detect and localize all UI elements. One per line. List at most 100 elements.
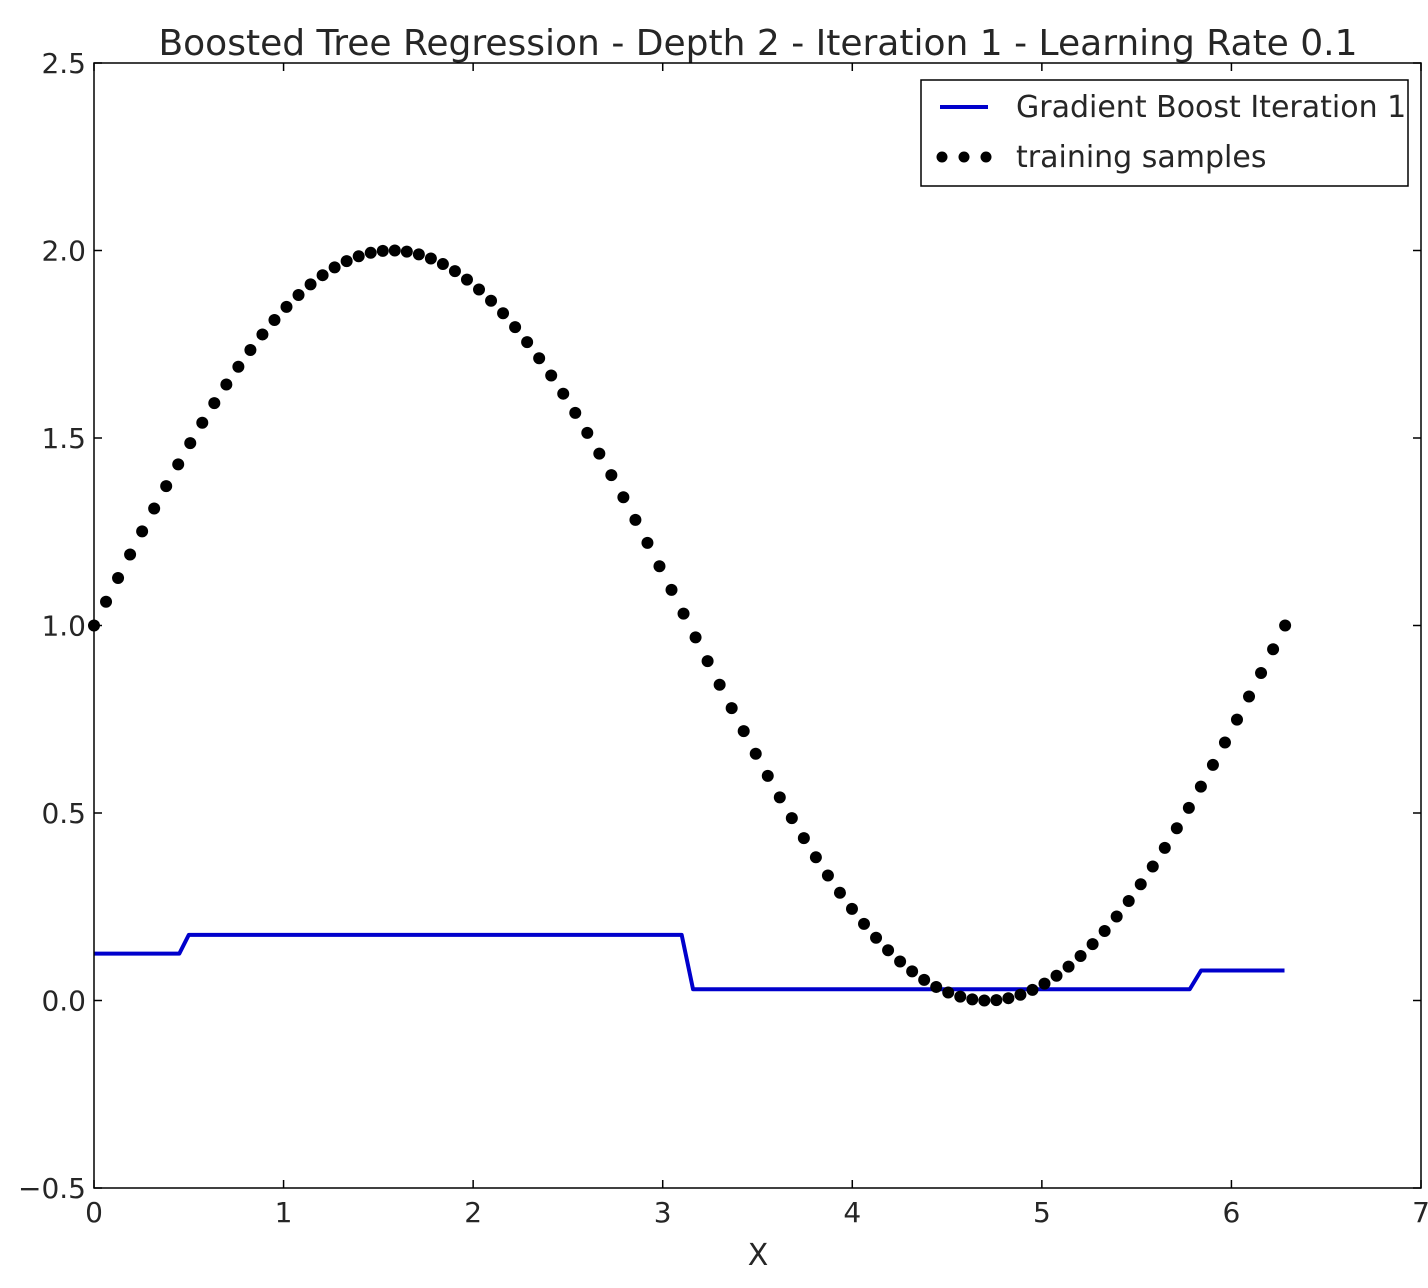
training-sample-point bbox=[1026, 983, 1039, 996]
training-sample-point bbox=[990, 994, 1003, 1007]
training-sample-point bbox=[581, 426, 594, 439]
training-sample-point bbox=[689, 631, 702, 644]
training-sample-point bbox=[436, 258, 449, 271]
axis-layer: 0 1 2 3 4 5 6 7 −0.5 0.0 0.5 1.0 1.5 2.0 2.5 bbox=[18, 47, 1428, 1229]
training-sample-point bbox=[328, 261, 341, 274]
training-sample-point bbox=[304, 278, 317, 291]
x-tick-label: 5 bbox=[1033, 1196, 1051, 1229]
plot-layer bbox=[88, 244, 1292, 1007]
training-sample-point bbox=[737, 725, 750, 738]
y-tick-label: −0.5 bbox=[18, 1172, 86, 1205]
x-tick-label: 1 bbox=[275, 1196, 293, 1229]
training-sample-point bbox=[894, 955, 907, 968]
x-tick-label: 4 bbox=[843, 1196, 861, 1229]
training-sample-point bbox=[617, 491, 630, 504]
training-sample-point bbox=[1098, 924, 1111, 937]
training-sample-point bbox=[292, 288, 305, 301]
training-sample-point bbox=[485, 294, 498, 307]
training-sample-point bbox=[1146, 860, 1159, 873]
training-sample-point bbox=[1218, 736, 1231, 749]
training-sample-point bbox=[954, 990, 967, 1003]
training-sample-point bbox=[821, 869, 834, 882]
training-sample-point bbox=[1110, 910, 1123, 923]
training-sample-point bbox=[352, 250, 365, 263]
training-sample-point bbox=[761, 769, 774, 782]
training-sample-point bbox=[593, 447, 606, 460]
training-sample-point bbox=[701, 655, 714, 668]
training-sample-point bbox=[412, 248, 425, 261]
training-sample-point bbox=[473, 283, 486, 296]
training-sample-point bbox=[1206, 758, 1219, 771]
training-sample-point bbox=[797, 832, 810, 845]
training-sample-point bbox=[966, 993, 979, 1006]
training-sample-point bbox=[1170, 822, 1183, 835]
training-sample-point bbox=[1134, 878, 1147, 891]
training-sample-point bbox=[845, 902, 858, 915]
training-sample-point bbox=[713, 678, 726, 691]
training-sample-point bbox=[280, 300, 293, 313]
training-sample-point bbox=[677, 607, 690, 620]
training-sample-point bbox=[870, 931, 883, 944]
x-tick-label: 7 bbox=[1412, 1196, 1428, 1229]
training-sample-point bbox=[641, 536, 654, 549]
y-tick-label: 0.0 bbox=[41, 985, 86, 1018]
training-sample-point bbox=[942, 986, 955, 999]
training-sample-point bbox=[1002, 992, 1015, 1005]
training-sample-point bbox=[340, 255, 353, 268]
training-sample-point bbox=[112, 572, 125, 585]
training-sample-point bbox=[773, 791, 786, 804]
training-sample-point bbox=[653, 560, 666, 573]
training-sample-point bbox=[1086, 938, 1099, 951]
training-sample-point bbox=[918, 973, 931, 986]
training-sample-point bbox=[148, 502, 161, 515]
training-sample-point bbox=[208, 397, 221, 410]
training-sample-point bbox=[1050, 969, 1063, 982]
legend-marker-swatch-2 bbox=[958, 151, 970, 163]
training-sample-point bbox=[785, 812, 798, 825]
training-sample-point bbox=[400, 245, 413, 258]
training-sample-point bbox=[1158, 841, 1171, 854]
training-sample-point bbox=[376, 244, 389, 257]
legend-box bbox=[920, 79, 1409, 187]
training-sample-point bbox=[906, 965, 919, 978]
training-sample-point bbox=[521, 336, 534, 349]
training-sample-point bbox=[858, 917, 871, 930]
training-sample-point bbox=[256, 328, 269, 341]
series-line-gradient-boost bbox=[94, 932, 1285, 992]
training-sample-point bbox=[220, 378, 233, 391]
x-tick-label: 0 bbox=[85, 1196, 103, 1229]
training-sample-point bbox=[725, 702, 738, 715]
y-tick-label: 2.0 bbox=[41, 235, 86, 268]
training-sample-point bbox=[605, 469, 618, 482]
training-sample-point bbox=[1038, 977, 1051, 990]
training-sample-point bbox=[978, 994, 991, 1007]
training-sample-point bbox=[1062, 960, 1075, 973]
training-sample-point bbox=[1279, 619, 1292, 632]
training-sample-point bbox=[665, 583, 678, 596]
legend-label-gradient-boost: Gradient Boost Iteration 1 bbox=[1016, 90, 1406, 125]
training-sample-point bbox=[749, 747, 762, 760]
training-sample-point bbox=[244, 344, 257, 357]
legend-marker-swatch-1 bbox=[936, 151, 948, 163]
y-tick-label: 2.5 bbox=[41, 47, 86, 80]
training-sample-point bbox=[1182, 801, 1195, 814]
training-sample-point bbox=[569, 406, 582, 419]
training-sample-point bbox=[124, 548, 137, 561]
training-sample-point bbox=[160, 480, 173, 493]
training-sample-point bbox=[545, 369, 558, 382]
training-sample-point bbox=[533, 352, 546, 365]
training-sample-point bbox=[1194, 780, 1207, 793]
y-tick-label: 1.0 bbox=[41, 610, 86, 643]
training-sample-point bbox=[1267, 643, 1280, 656]
legend-label-training-samples: training samples bbox=[1016, 140, 1266, 175]
training-sample-point bbox=[930, 980, 943, 993]
y-tick-label: 0.5 bbox=[41, 797, 86, 830]
training-sample-point bbox=[184, 437, 197, 450]
training-sample-point bbox=[136, 525, 149, 538]
x-tick-label: 6 bbox=[1223, 1196, 1241, 1229]
training-sample-point bbox=[509, 321, 522, 334]
training-sample-point bbox=[448, 265, 461, 278]
